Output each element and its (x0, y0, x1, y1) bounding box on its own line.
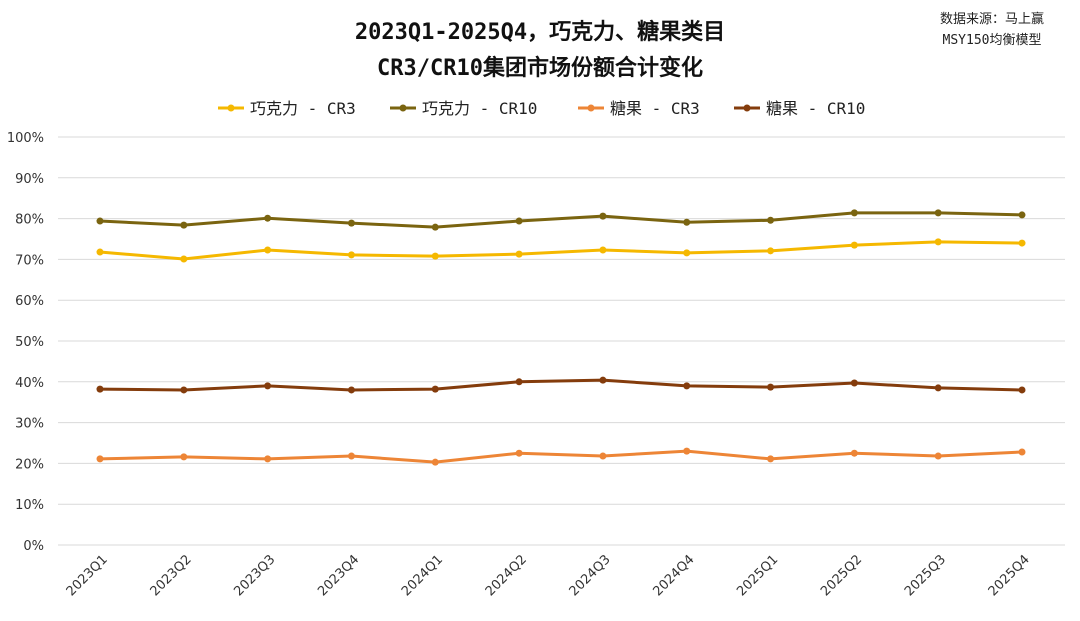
legend-label: 巧克力 - CR10 (422, 99, 537, 118)
data-point (96, 385, 104, 393)
legend-marker (227, 104, 235, 112)
data-point (1018, 211, 1026, 219)
data-point (180, 453, 188, 461)
data-point (1018, 448, 1026, 456)
data-point (431, 252, 439, 260)
data-point (431, 223, 439, 231)
data-point (515, 378, 523, 386)
data-point (264, 455, 272, 463)
data-point (431, 385, 439, 393)
data-point (934, 209, 942, 217)
series-line (99, 211, 1023, 229)
chart-title-line2: CR3/CR10集团市场份额合计变化 (377, 56, 703, 81)
data-point (96, 217, 104, 225)
x-tick-label: 2024Q3 (567, 552, 614, 599)
y-tick-label: 80% (15, 213, 44, 228)
data-point (934, 452, 942, 460)
y-tick-label: 90% (15, 172, 44, 187)
y-tick-label: 60% (15, 294, 44, 309)
series-line (99, 378, 1023, 392)
data-point (264, 214, 272, 222)
data-point (347, 251, 355, 259)
series-line (99, 240, 1023, 261)
data-point (767, 455, 775, 463)
data-point (599, 452, 607, 460)
data-point (1018, 386, 1026, 394)
data-point (515, 250, 523, 258)
data-point (934, 238, 942, 246)
y-tick-label: 50% (15, 335, 44, 350)
data-point (431, 458, 439, 466)
x-tick-label: 2025Q4 (986, 552, 1033, 599)
y-tick-label: 20% (15, 457, 44, 472)
data-point (850, 379, 858, 387)
data-point (599, 376, 607, 384)
y-tick-label: 40% (15, 376, 44, 391)
x-tick-label: 2025Q2 (818, 552, 865, 599)
legend-label: 糖果 - CR3 (610, 99, 700, 118)
data-point (96, 455, 104, 463)
data-point (347, 452, 355, 460)
data-point (96, 248, 104, 256)
legend-marker (399, 104, 407, 112)
data-point (683, 382, 691, 390)
data-point (767, 383, 775, 391)
x-tick-label: 2024Q4 (650, 552, 697, 599)
x-tick-label: 2025Q3 (902, 552, 949, 599)
data-point (683, 249, 691, 257)
data-point (180, 221, 188, 229)
legend-label: 糖果 - CR10 (766, 99, 865, 118)
x-tick-label: 2023Q2 (148, 552, 195, 599)
series-line (99, 449, 1023, 464)
data-point (180, 255, 188, 263)
data-point (1018, 239, 1026, 247)
data-point (683, 447, 691, 455)
source-line2: MSY150均衡模型 (942, 33, 1042, 48)
y-tick-label: 30% (15, 417, 44, 432)
x-tick-label: 2023Q1 (64, 552, 111, 599)
y-tick-label: 0% (23, 539, 44, 554)
data-point (599, 212, 607, 220)
data-point (347, 386, 355, 394)
data-point (850, 449, 858, 457)
data-point (599, 246, 607, 254)
legend-marker (587, 104, 595, 112)
source-line1: 数据来源：马上赢 (939, 12, 1044, 27)
legend-label: 巧克力 - CR3 (250, 99, 356, 118)
data-point (180, 386, 188, 394)
data-point (683, 218, 691, 226)
data-point (264, 246, 272, 254)
x-tick-label: 2023Q3 (231, 552, 278, 599)
legend-marker (743, 104, 751, 112)
data-point (515, 217, 523, 225)
data-point (767, 247, 775, 255)
data-point (264, 382, 272, 390)
y-tick-label: 70% (15, 253, 44, 268)
y-tick-label: 10% (15, 498, 44, 513)
x-tick-label: 2024Q1 (399, 552, 446, 599)
chart-title-line1: 2023Q1-2025Q4，巧克力、糖果类目 (354, 20, 726, 45)
x-tick-label: 2025Q1 (734, 552, 781, 599)
x-tick-label: 2023Q4 (315, 552, 362, 599)
data-point (850, 241, 858, 249)
x-tick-label: 2024Q2 (483, 552, 530, 599)
data-point (515, 449, 523, 457)
y-tick-label: 100% (7, 131, 44, 146)
data-point (767, 216, 775, 224)
data-point (850, 209, 858, 217)
data-point (934, 384, 942, 392)
data-point (347, 219, 355, 227)
